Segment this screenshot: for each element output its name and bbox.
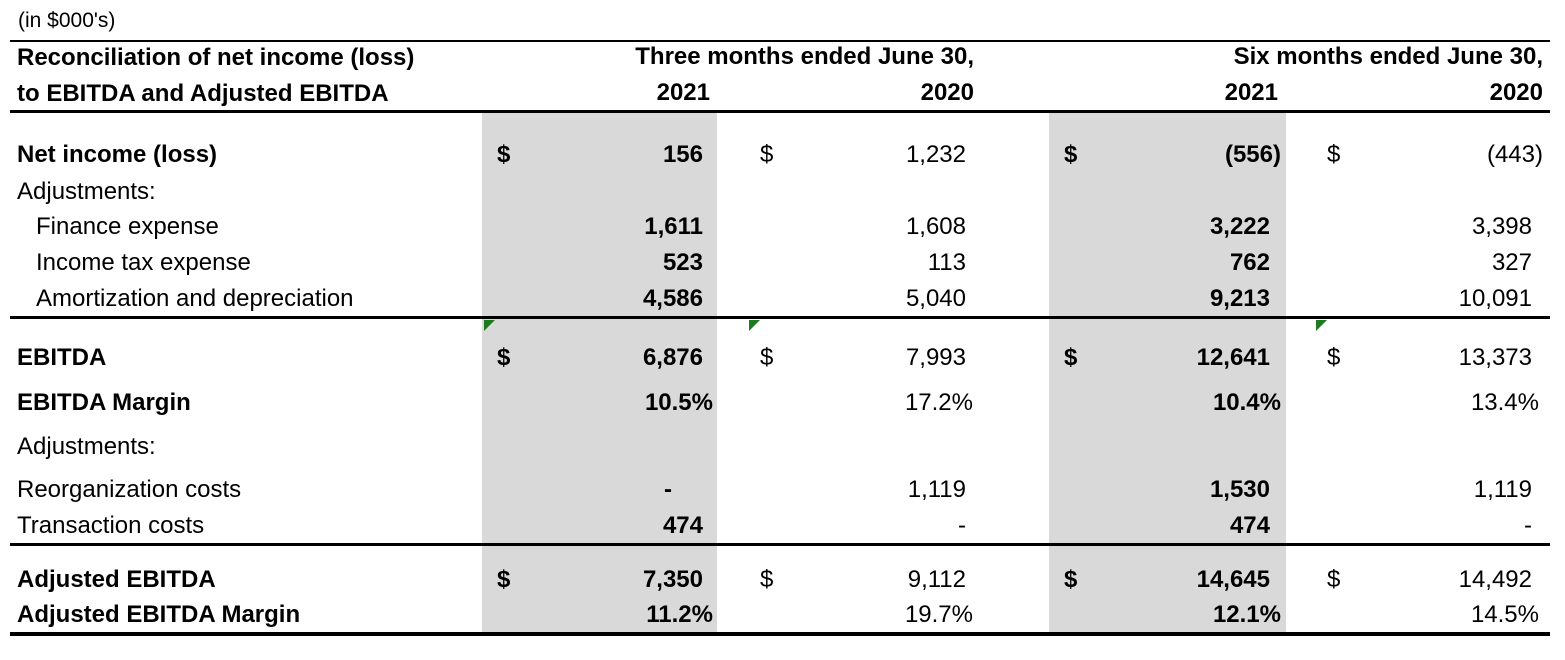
year-q2-2021: 2021 — [656, 79, 710, 106]
reorg-q2-2020: 1,119 — [907, 476, 966, 503]
highlight-column-ytd-2021 — [1049, 113, 1286, 633]
adj-ebitda-margin-ytd-2021: 12.1% — [1212, 601, 1281, 628]
adj-ebitda-margin-q2-2020: 19.7% — [904, 601, 973, 628]
currency-symbol: $ — [1327, 141, 1341, 168]
amortization-ytd-2021: 9,213 — [1209, 285, 1270, 312]
top-rule — [10, 40, 1550, 42]
reorg-ytd-2021: 1,530 — [1209, 476, 1270, 503]
transaction-ytd-2020: - — [1524, 512, 1532, 539]
finance-q2-2021: 1,611 — [644, 213, 703, 240]
currency-symbol: $ — [1064, 566, 1078, 593]
row-label-income-tax: Income tax expense — [36, 249, 251, 276]
ebitda-margin-q2-2020: 17.2% — [904, 389, 973, 416]
currency-symbol: $ — [1064, 344, 1078, 371]
ebitda-ytd-2021: 12,641 — [1196, 344, 1270, 371]
currency-symbol: $ — [497, 566, 511, 593]
adj-ebitda-q2-2020: 9,112 — [907, 566, 966, 593]
amortization-q2-2020: 5,040 — [905, 285, 966, 312]
row-label-net-income: Net income (loss) — [17, 141, 218, 168]
ebitda-ytd-2020: 13,373 — [1458, 344, 1532, 371]
adj-ebitda-margin-q2-2021: 11.2% — [646, 601, 713, 628]
transaction-q2-2020: - — [958, 512, 966, 539]
subtotal-rule-adjusted-ebitda — [10, 543, 1550, 546]
units-note: (in $000's) — [18, 9, 116, 32]
ebitda-q2-2020: 7,993 — [905, 344, 966, 371]
reorg-ytd-2020: 1,119 — [1473, 476, 1532, 503]
reorg-q2-2021: - — [664, 476, 672, 503]
currency-symbol: $ — [1327, 566, 1341, 593]
currency-symbol: $ — [760, 344, 774, 371]
comment-marker-icon — [749, 320, 760, 331]
amortization-ytd-2020: 10,091 — [1458, 285, 1532, 312]
adj-ebitda-margin-ytd-2020: 14.5% — [1470, 601, 1539, 628]
subtotal-rule-ebitda — [10, 316, 1550, 319]
net-income-ytd-2021: (556) — [1224, 141, 1281, 168]
table-title-line2: to EBITDA and Adjusted EBITDA — [17, 80, 389, 107]
row-label-adjusted-ebitda-margin: Adjusted EBITDA Margin — [17, 601, 301, 628]
currency-symbol: $ — [497, 141, 511, 168]
row-label-reorganization: Reorganization costs — [17, 476, 242, 503]
row-label-adjustments: Adjustments: — [17, 433, 156, 460]
row-label-amortization: Amortization and depreciation — [36, 285, 354, 312]
highlight-column-q2-2021 — [482, 113, 717, 633]
ebitda-margin-q2-2021: 10.5% — [644, 389, 713, 416]
currency-symbol: $ — [1327, 344, 1341, 371]
row-label-ebitda-margin: EBITDA Margin — [17, 389, 191, 416]
year-ytd-2021: 2021 — [1224, 79, 1278, 106]
row-label-adjusted-ebitda: Adjusted EBITDA — [17, 566, 216, 593]
year-ytd-2020: 2020 — [1489, 79, 1543, 106]
adj-ebitda-ytd-2020: 14,492 — [1458, 566, 1532, 593]
period-six-months: Six months ended June 30, — [1233, 43, 1543, 70]
header-rule — [10, 110, 1550, 113]
finance-q2-2020: 1,608 — [905, 213, 966, 240]
net-income-q2-2020: 1,232 — [905, 141, 966, 168]
net-income-ytd-2020: (443) — [1486, 141, 1543, 168]
ebitda-margin-ytd-2021: 10.4% — [1212, 389, 1281, 416]
adj-ebitda-ytd-2021: 14,645 — [1196, 566, 1270, 593]
row-label-finance-expense: Finance expense — [36, 213, 219, 240]
comment-marker-icon — [484, 320, 495, 331]
year-q2-2020: 2020 — [920, 79, 974, 106]
income-tax-q2-2020: 113 — [927, 249, 966, 276]
net-income-q2-2021: 156 — [662, 141, 703, 168]
adj-ebitda-q2-2021: 7,350 — [642, 566, 703, 593]
comment-marker-icon — [1316, 320, 1327, 331]
finance-ytd-2020: 3,398 — [1471, 213, 1532, 240]
currency-symbol: $ — [497, 344, 511, 371]
income-tax-q2-2021: 523 — [662, 249, 703, 276]
bottom-rule — [10, 632, 1550, 636]
currency-symbol: $ — [760, 566, 774, 593]
ebitda-q2-2021: 6,876 — [642, 344, 703, 371]
transaction-ytd-2021: 474 — [1229, 512, 1270, 539]
table-title-line1: Reconciliation of net income (loss) — [17, 44, 415, 71]
currency-symbol: $ — [760, 141, 774, 168]
ebitda-margin-ytd-2020: 13.4% — [1470, 389, 1539, 416]
currency-symbol: $ — [1064, 141, 1078, 168]
amortization-q2-2021: 4,586 — [642, 285, 703, 312]
row-label-ebitda: EBITDA — [17, 344, 107, 371]
row-label-transaction: Transaction costs — [17, 512, 205, 539]
transaction-q2-2021: 474 — [662, 512, 703, 539]
period-three-months: Three months ended June 30, — [635, 43, 974, 70]
income-tax-ytd-2020: 327 — [1491, 249, 1532, 276]
income-tax-ytd-2021: 762 — [1229, 249, 1270, 276]
finance-ytd-2021: 3,222 — [1209, 213, 1270, 240]
row-label-adjustments: Adjustments: — [17, 178, 156, 205]
